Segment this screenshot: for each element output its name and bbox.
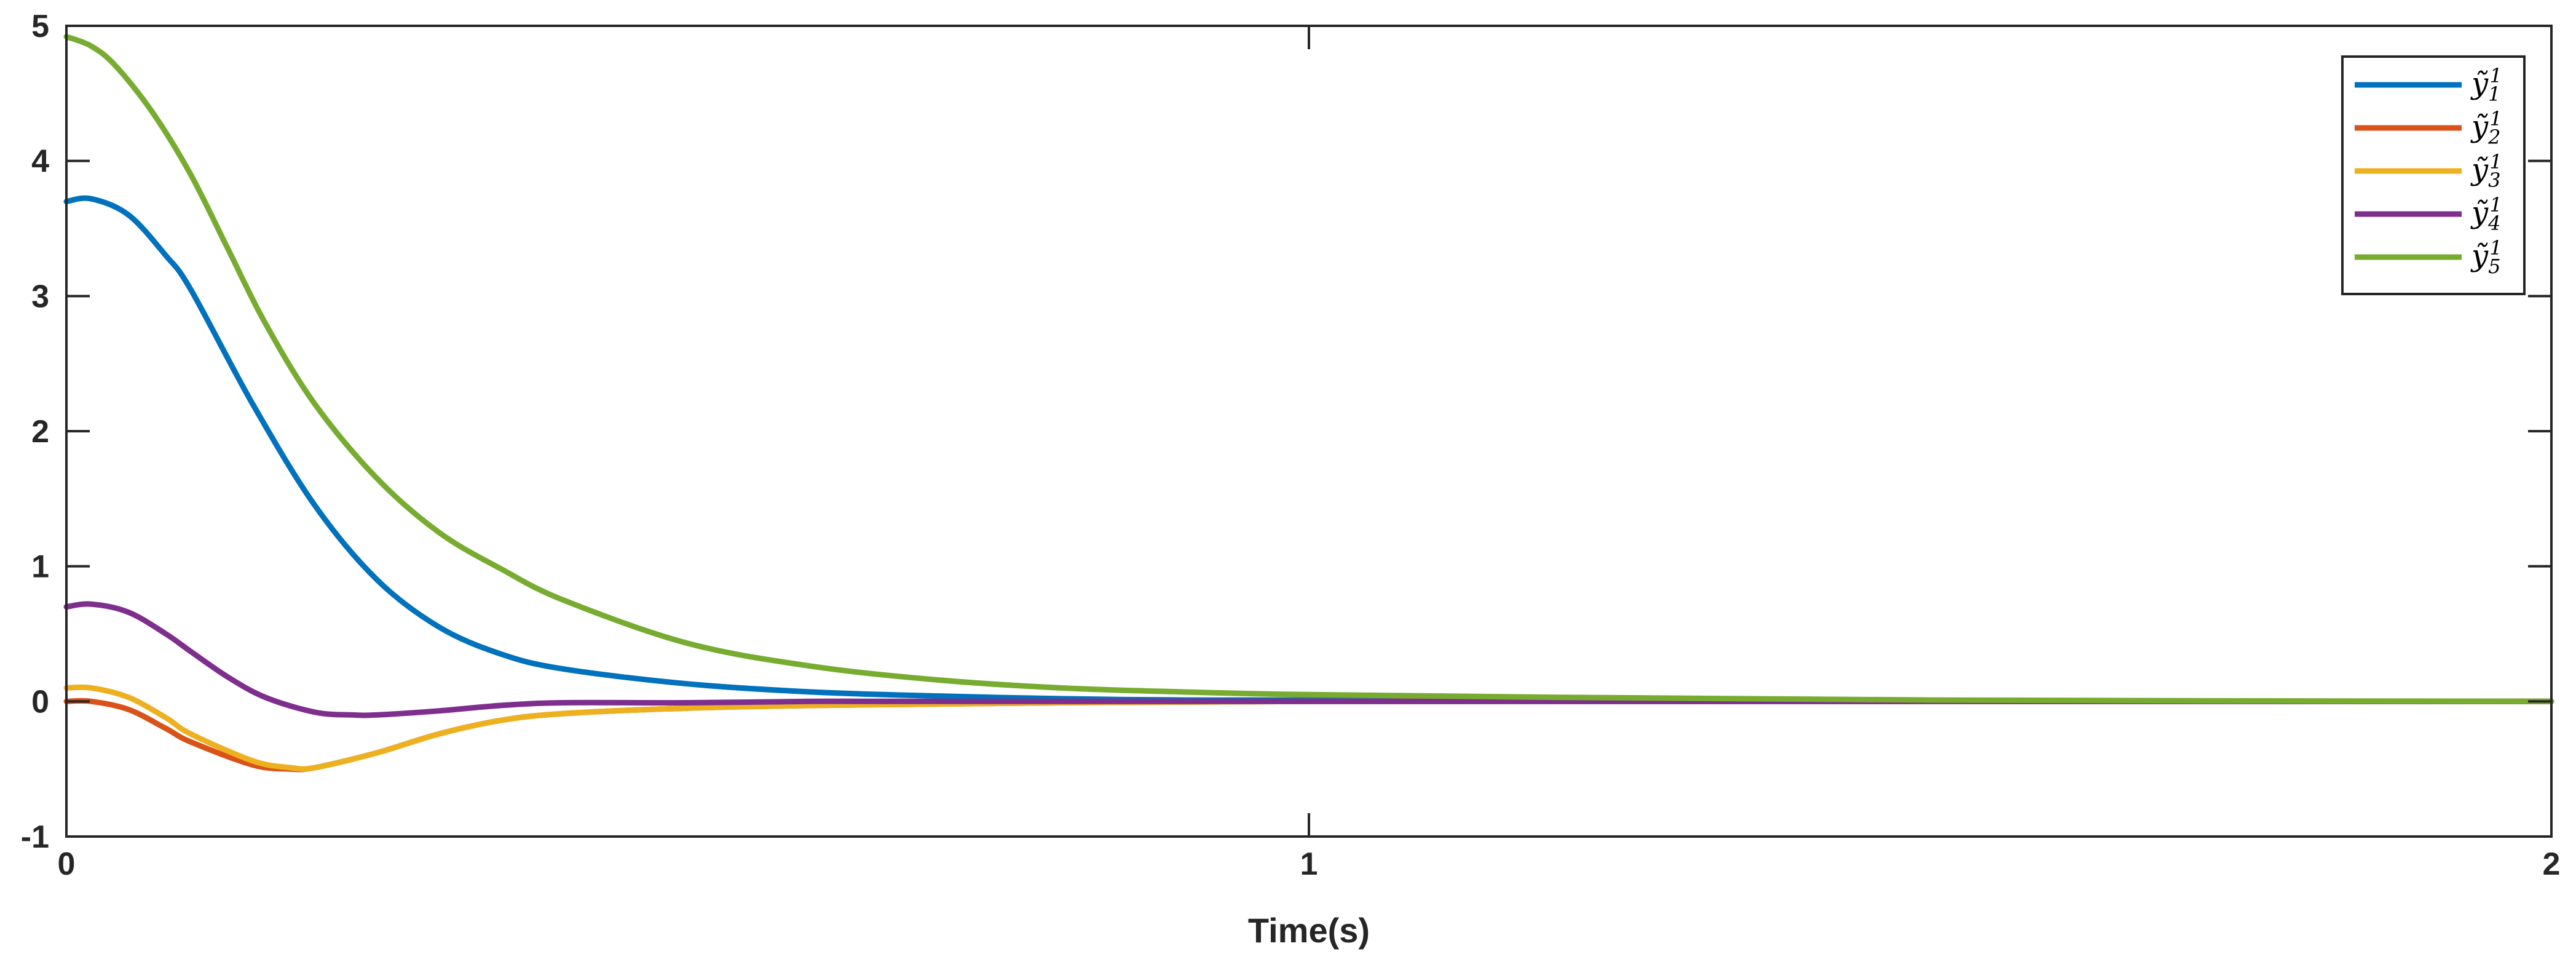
- y-tick-label: 1: [31, 549, 49, 585]
- legend-label-4: ỹ41: [2470, 193, 2502, 235]
- x-axis-title: Time(s): [1248, 911, 1370, 950]
- x-tick-label: 0: [58, 846, 76, 882]
- legend-label-1: ỹ11: [2470, 64, 2502, 106]
- y-tick-label: 4: [31, 144, 49, 180]
- series-line-4: [63, 601, 2554, 718]
- x-tick-label: 1: [1300, 846, 1318, 882]
- y-tick-label: 3: [31, 279, 49, 314]
- plot-area: [63, 25, 2554, 838]
- legend-label-5: ỹ51: [2470, 236, 2502, 278]
- y-tick-label: 5: [31, 9, 49, 44]
- y-tick-label: 2: [31, 414, 49, 450]
- x-tick-label: 2: [2543, 846, 2561, 882]
- y-tick-label: -1: [21, 819, 49, 855]
- series-line-5: [63, 34, 2554, 704]
- y-tick-label: 0: [31, 684, 49, 720]
- legend-label-2: ỹ21: [2470, 107, 2502, 149]
- legend-label-3: ỹ31: [2470, 150, 2502, 192]
- series-layer: [63, 34, 2554, 773]
- plot-background: [66, 26, 2551, 837]
